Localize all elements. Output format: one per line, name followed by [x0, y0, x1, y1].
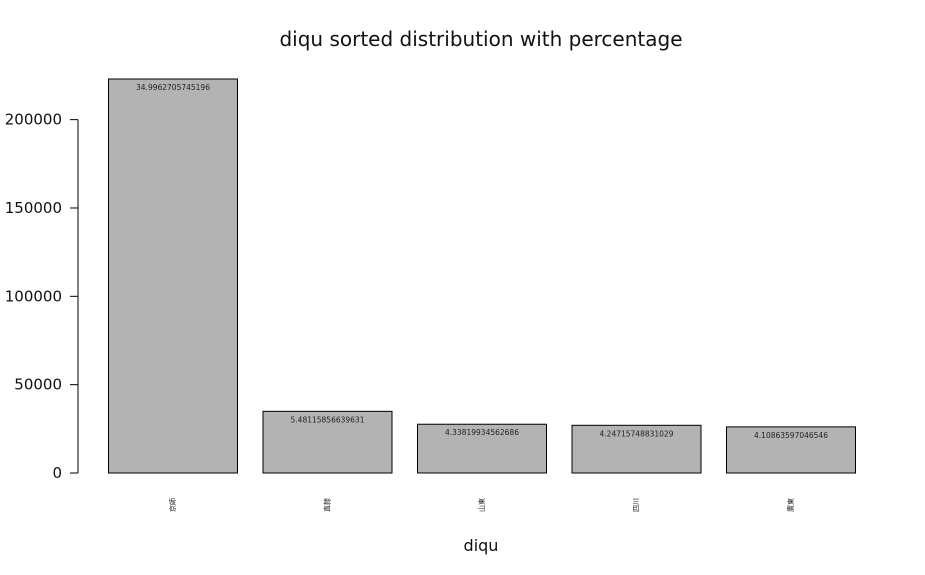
bar: [108, 78, 238, 474]
data-labels-group: 34.9962705745196 5.48115856639631 4.338199…: [136, 83, 828, 440]
y-tick-label: 200000: [5, 111, 62, 129]
bar: [726, 426, 856, 474]
bar-value-label: 34.9962705745196: [136, 83, 210, 92]
category-label: 山東: [477, 498, 486, 512]
category-label: 廣東: [786, 498, 795, 512]
bar-value-label: 4.24715748831029: [600, 429, 674, 438]
x-axis-label: diqu: [464, 536, 499, 555]
y-tick-label: 0: [52, 464, 62, 482]
category-label: 四川: [633, 498, 641, 512]
bar: [571, 424, 702, 474]
chart-title: diqu sorted distribution with percentage: [279, 27, 682, 51]
bar-value-label: 5.48115856639631: [291, 415, 365, 424]
bars-group: [108, 78, 856, 474]
y-tick-label: 50000: [14, 376, 62, 394]
bar-value-label: 4.33819934562686: [445, 428, 519, 437]
category-label: 直隸: [323, 498, 332, 512]
y-tick-label: 100000: [5, 287, 62, 305]
category-labels-group: 京師 直隸 山東 四川 廣東: [168, 498, 795, 512]
bar: [417, 423, 547, 474]
category-label: 京師: [168, 498, 177, 512]
y-axis: 0 50000 100000 150000 200000: [5, 111, 79, 482]
bar: [262, 410, 393, 474]
y-tick-label: 150000: [5, 199, 62, 217]
bar-value-label: 4.10863597046546: [754, 431, 828, 440]
